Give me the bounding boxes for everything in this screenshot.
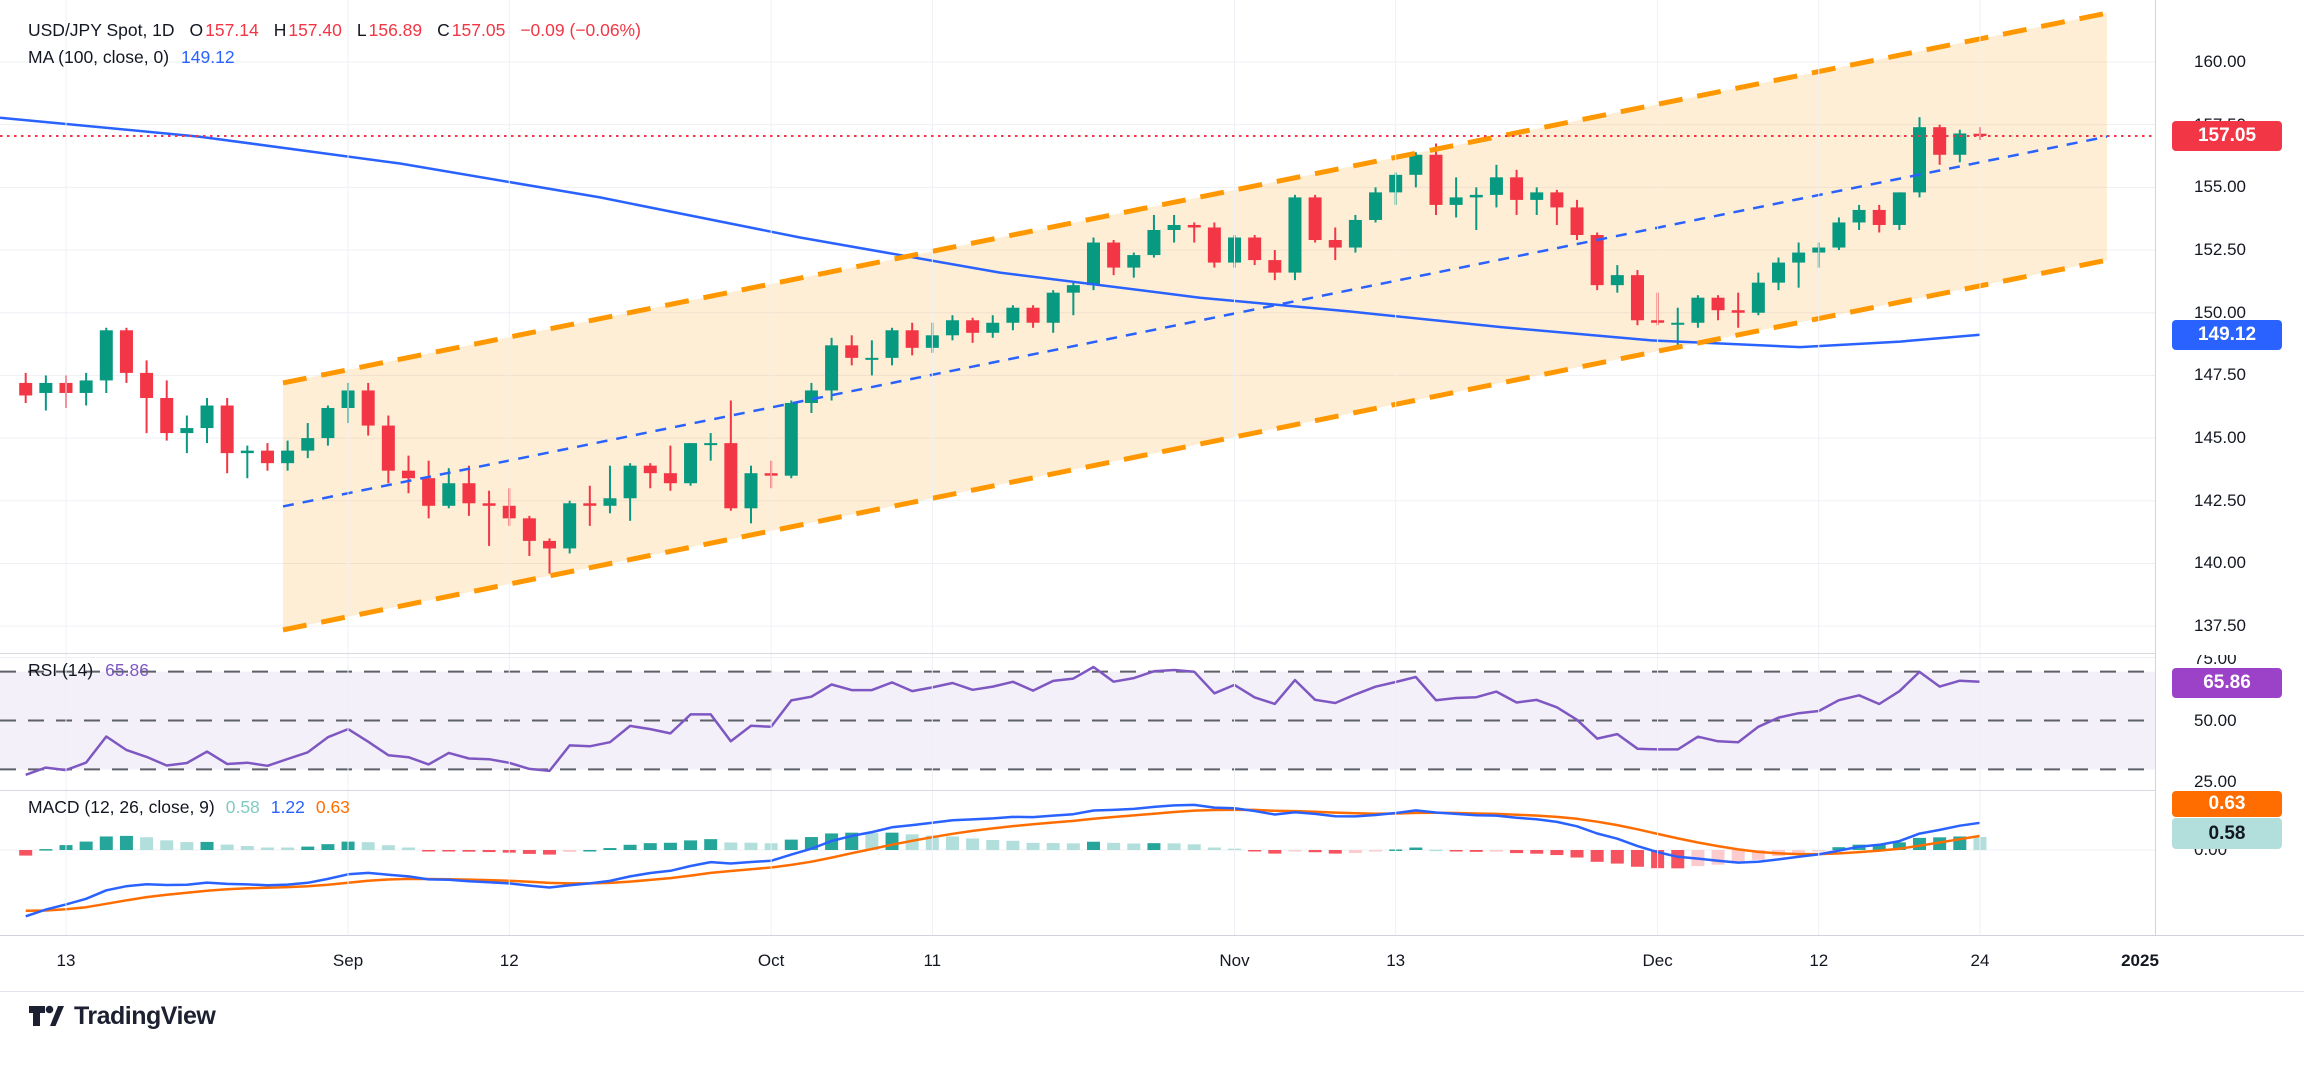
axis-tick-label: 147.50 xyxy=(2194,365,2246,385)
macd-signal-badge: 0.63 xyxy=(2172,791,2282,817)
pane-separator[interactable] xyxy=(0,790,2304,791)
axis-tick-label: 155.00 xyxy=(2194,177,2246,197)
axis-tick-label: 137.50 xyxy=(2194,616,2246,636)
axis-tick-label: 152.50 xyxy=(2194,240,2246,260)
time-tick-label: Nov xyxy=(1219,951,1250,970)
chart-canvas[interactable] xyxy=(0,0,2304,935)
ma-value-badge: 149.12 xyxy=(2172,320,2282,350)
axis-tick-label: 142.50 xyxy=(2194,490,2246,510)
axis-tick-label: 160.00 xyxy=(2194,52,2246,71)
time-tick-label: 13 xyxy=(1386,951,1406,970)
time-axis[interactable]: 13 Sep 12 Oct 11 Nov 13 Dec 12 24 2025 xyxy=(0,935,2304,992)
pane-separator-shadow xyxy=(0,657,2304,658)
time-tick-label: 2025 xyxy=(2121,951,2159,970)
tradingview-logo-icon xyxy=(29,1005,64,1026)
tradingview-logo[interactable]: TradingView xyxy=(28,1000,216,1032)
time-tick-label: 11 xyxy=(923,951,942,970)
axis-tick-label: 25.00 xyxy=(2194,771,2237,791)
time-tick-label: 24 xyxy=(1970,951,1990,970)
macd-hist-badge: 0.58 xyxy=(2172,818,2282,849)
time-tick-label: Oct xyxy=(757,951,785,970)
rsi-value-badge: 65.86 xyxy=(2172,668,2282,698)
axis-tick-label: 150.00 xyxy=(2194,302,2246,322)
price-axis[interactable]: 160.00157.50155.00152.50150.00147.50145.… xyxy=(2155,0,2304,935)
price-axis-rsi: 75.00 50.00 25.00 xyxy=(2156,655,2304,792)
tradingview-logo-text: TradingView xyxy=(74,1001,216,1030)
axis-tick-label: 145.00 xyxy=(2194,428,2246,448)
last-price-badge: 157.05 xyxy=(2172,121,2282,151)
time-tick-label: 12 xyxy=(499,951,519,970)
time-tick-label: Sep xyxy=(332,951,364,970)
axis-tick-label: 75.00 xyxy=(2194,655,2237,669)
pane-separator[interactable] xyxy=(0,653,2304,654)
time-tick-label: Dec xyxy=(1642,951,1673,970)
axis-tick-label: 140.00 xyxy=(2194,553,2246,573)
time-tick-label: 13 xyxy=(56,951,76,970)
time-tick-label: 12 xyxy=(1809,951,1829,970)
axis-tick-label: 50.00 xyxy=(2194,710,2237,730)
